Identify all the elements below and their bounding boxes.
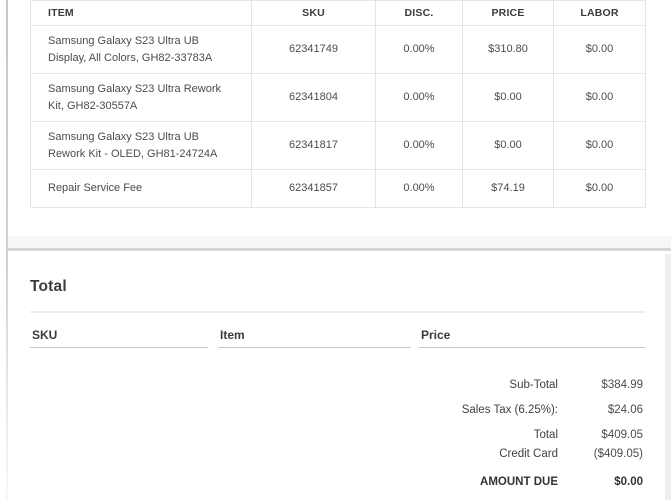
item-disc: 0.00% (375, 73, 463, 122)
item-name: Samsung Galaxy S23 Ultra UB Rework Kit -… (30, 121, 252, 170)
item-sku: 62341857 (251, 169, 376, 208)
sales-tax-value: $24.06 (607, 404, 643, 416)
item-labor: $0.00 (553, 169, 646, 208)
sales-tax-row: Sales Tax (6.25%): $24.06 (30, 403, 643, 417)
item-name: Repair Service Fee (30, 169, 252, 208)
card-separator-band (8, 236, 671, 251)
total-value: $409.05 (601, 429, 643, 441)
credit-card-value: ($409.05) (593, 448, 643, 460)
items-card: ITEM SKU DISC. PRICE LABOR Samsung Galax… (8, 0, 671, 236)
table-row: Repair Service Fee 62341857 0.00% $74.19… (30, 169, 646, 208)
item-sku: 62341817 (251, 121, 376, 170)
subtotal-row: Sub-Total $384.99 (30, 378, 643, 392)
item-name: Samsung Galaxy S23 Ultra UB Display, All… (30, 25, 252, 74)
items-table-header-row: ITEM SKU DISC. PRICE LABOR (30, 0, 646, 26)
item-price: $0.00 (462, 121, 554, 170)
left-edge-divider (6, 0, 8, 500)
item-labor: $0.00 (553, 73, 646, 122)
item-disc: 0.00% (375, 25, 463, 74)
total-card: Total SKU Item Price Sub-Total $384.99 S… (8, 254, 665, 500)
credit-card-label: Credit Card (499, 448, 558, 460)
total-column-header-sku: SKU (30, 328, 208, 348)
item-labor: $0.00 (553, 121, 646, 170)
column-header-disc: DISC. (375, 0, 463, 26)
section-divider (30, 311, 645, 313)
column-header-sku: SKU (251, 0, 376, 26)
subtotal-label: Sub-Total (509, 379, 558, 391)
total-column-header-item: Item (218, 328, 411, 348)
amount-due-label: AMOUNT DUE (480, 476, 558, 488)
items-table: ITEM SKU DISC. PRICE LABOR Samsung Galax… (30, 0, 646, 208)
item-price: $310.80 (462, 25, 554, 74)
column-header-labor: LABOR (553, 0, 646, 26)
table-row: Samsung Galaxy S23 Ultra Rework Kit, GH8… (30, 73, 646, 122)
subtotal-value: $384.99 (601, 379, 643, 391)
item-sku: 62341749 (251, 25, 376, 74)
table-row: Samsung Galaxy S23 Ultra UB Rework Kit -… (30, 121, 646, 170)
item-disc: 0.00% (375, 169, 463, 208)
total-row: Total $409.05 (30, 428, 643, 442)
item-price: $0.00 (462, 73, 554, 122)
table-row: Samsung Galaxy S23 Ultra UB Display, All… (30, 25, 646, 74)
amount-due-value: $0.00 (614, 476, 643, 488)
item-sku: 62341804 (251, 73, 376, 122)
item-disc: 0.00% (375, 121, 463, 170)
total-table-header-row: SKU Item Price (30, 328, 645, 348)
item-price: $74.19 (462, 169, 554, 208)
credit-card-row: Credit Card ($409.05) (30, 447, 643, 461)
sales-tax-label: Sales Tax (6.25%): (461, 404, 558, 416)
item-name: Samsung Galaxy S23 Ultra Rework Kit, GH8… (30, 73, 252, 122)
total-column-header-price: Price (419, 328, 645, 348)
column-header-item: ITEM (30, 0, 252, 26)
total-section-title: Total (30, 278, 67, 295)
column-header-price: PRICE (462, 0, 554, 26)
item-labor: $0.00 (553, 25, 646, 74)
page-background-strip (665, 254, 671, 500)
totals-summary: Sub-Total $384.99 Sales Tax (6.25%): $24… (30, 378, 643, 489)
total-label: Total (533, 429, 558, 441)
amount-due-row: AMOUNT DUE $0.00 (30, 475, 643, 489)
